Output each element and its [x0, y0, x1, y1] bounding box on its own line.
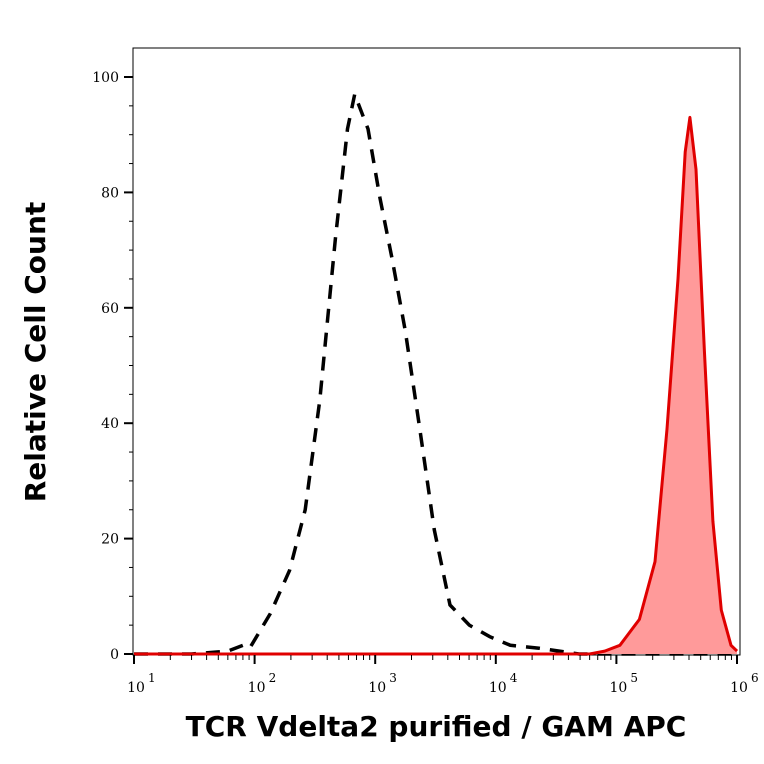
x-tick-label-base: 10: [730, 680, 748, 696]
x-tick-label-base: 10: [368, 680, 386, 696]
x-tick-label-exponent: 2: [269, 671, 277, 685]
y-axis-title: Relative Cell Count: [19, 202, 52, 503]
x-tick-label-base: 10: [248, 680, 266, 696]
x-tick-label-exponent: 3: [389, 671, 397, 685]
y-tick-label: 100: [92, 70, 119, 86]
x-tick-label-exponent: 1: [148, 671, 156, 685]
y-tick-label: 0: [110, 647, 119, 663]
x-tick-label-exponent: 6: [751, 671, 759, 685]
x-tick-label-base: 10: [489, 680, 507, 696]
x-tick-label-base: 10: [609, 680, 627, 696]
y-tick-label: 80: [101, 185, 119, 201]
y-tick-label: 60: [101, 301, 119, 317]
x-axis-title: TCR Vdelta2 purified / GAM APC: [186, 710, 687, 743]
red-histogram-fill: [134, 117, 737, 654]
red-histogram-line: [134, 115, 739, 656]
x-tick-label-base: 10: [127, 680, 145, 696]
y-tick-label: 20: [101, 532, 119, 548]
y-tick-label: 40: [101, 416, 119, 432]
series-layer: [134, 88, 739, 656]
plot-frame: [132, 47, 741, 656]
x-tick-label-exponent: 4: [510, 671, 518, 685]
control-histogram-dashed-line: [134, 88, 737, 656]
x-tick-label-exponent: 5: [630, 671, 638, 685]
